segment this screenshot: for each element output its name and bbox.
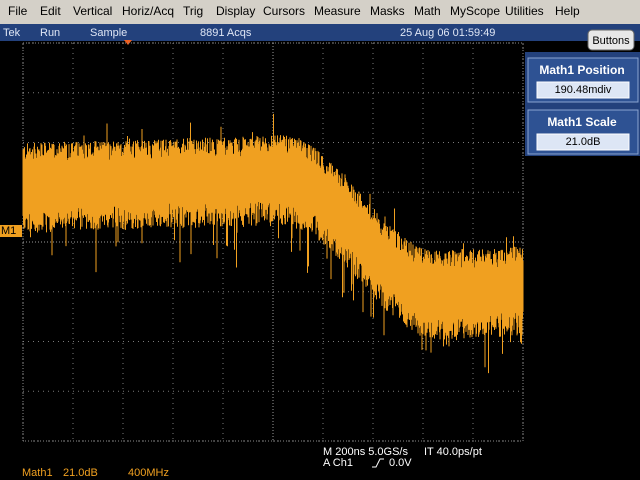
menu-item[interactable]: Horiz/Acq — [122, 4, 174, 18]
panel-title: Math1 Scale — [547, 115, 617, 129]
channel-scale: 21.0dB — [63, 467, 98, 479]
panel-field[interactable] — [536, 133, 630, 151]
brand: Tek — [3, 27, 21, 39]
m1-label: M1 — [1, 225, 16, 237]
menu-item[interactable]: File — [8, 4, 28, 18]
menu-item[interactable]: Masks — [370, 4, 405, 18]
panel-value: 21.0dB — [566, 136, 601, 148]
m1-marker — [0, 225, 22, 237]
interpolation: IT 40.0ps/pt — [424, 446, 482, 458]
menu-item[interactable]: Vertical — [73, 4, 112, 18]
trigger-slope — [372, 458, 384, 468]
acq-mode: Sample — [90, 27, 127, 39]
trigger-source: A Ch1 — [323, 457, 353, 469]
menu-item[interactable]: Math — [414, 4, 441, 18]
timebase: M 200ns 5.0GS/s — [323, 446, 408, 458]
acq-count: 8891 Acqs — [200, 27, 252, 39]
menu-item[interactable]: Display — [216, 4, 255, 18]
datetime: 25 Aug 06 01:59:49 — [400, 27, 495, 39]
run-state: Run — [40, 27, 60, 39]
menu-items: File Edit Vertical Horiz/Acq Trig Display Curs… — [8, 4, 580, 18]
menu-item[interactable]: Utilities — [505, 4, 544, 18]
status-bar — [0, 24, 640, 41]
menu-item[interactable]: Measure — [314, 4, 361, 18]
channel-bandwidth: 400MHz — [128, 467, 169, 479]
panel-field[interactable] — [536, 81, 630, 99]
waveform — [22, 113, 524, 374]
menu-item[interactable]: Help — [555, 4, 580, 18]
menu-item[interactable]: MyScope — [450, 4, 500, 18]
menu-item[interactable]: Cursors — [263, 4, 305, 18]
channel-name: Math1 — [22, 467, 53, 479]
trigger-level: 0.0V — [389, 457, 412, 469]
menu-item[interactable]: Trig — [183, 4, 203, 18]
buttons-button[interactable] — [587, 29, 635, 51]
menu-bar — [0, 0, 640, 24]
menu-item[interactable]: Edit — [40, 4, 61, 18]
panel-controls: Math1 Position 190.48mdiv Math1 Scale 21.0d… — [527, 57, 639, 155]
panel-value: 190.48mdiv — [555, 84, 612, 96]
graticule-border — [22, 42, 524, 442]
buttons-label[interactable]: Buttons — [592, 35, 630, 47]
panel-title: Math1 Position — [539, 63, 624, 77]
